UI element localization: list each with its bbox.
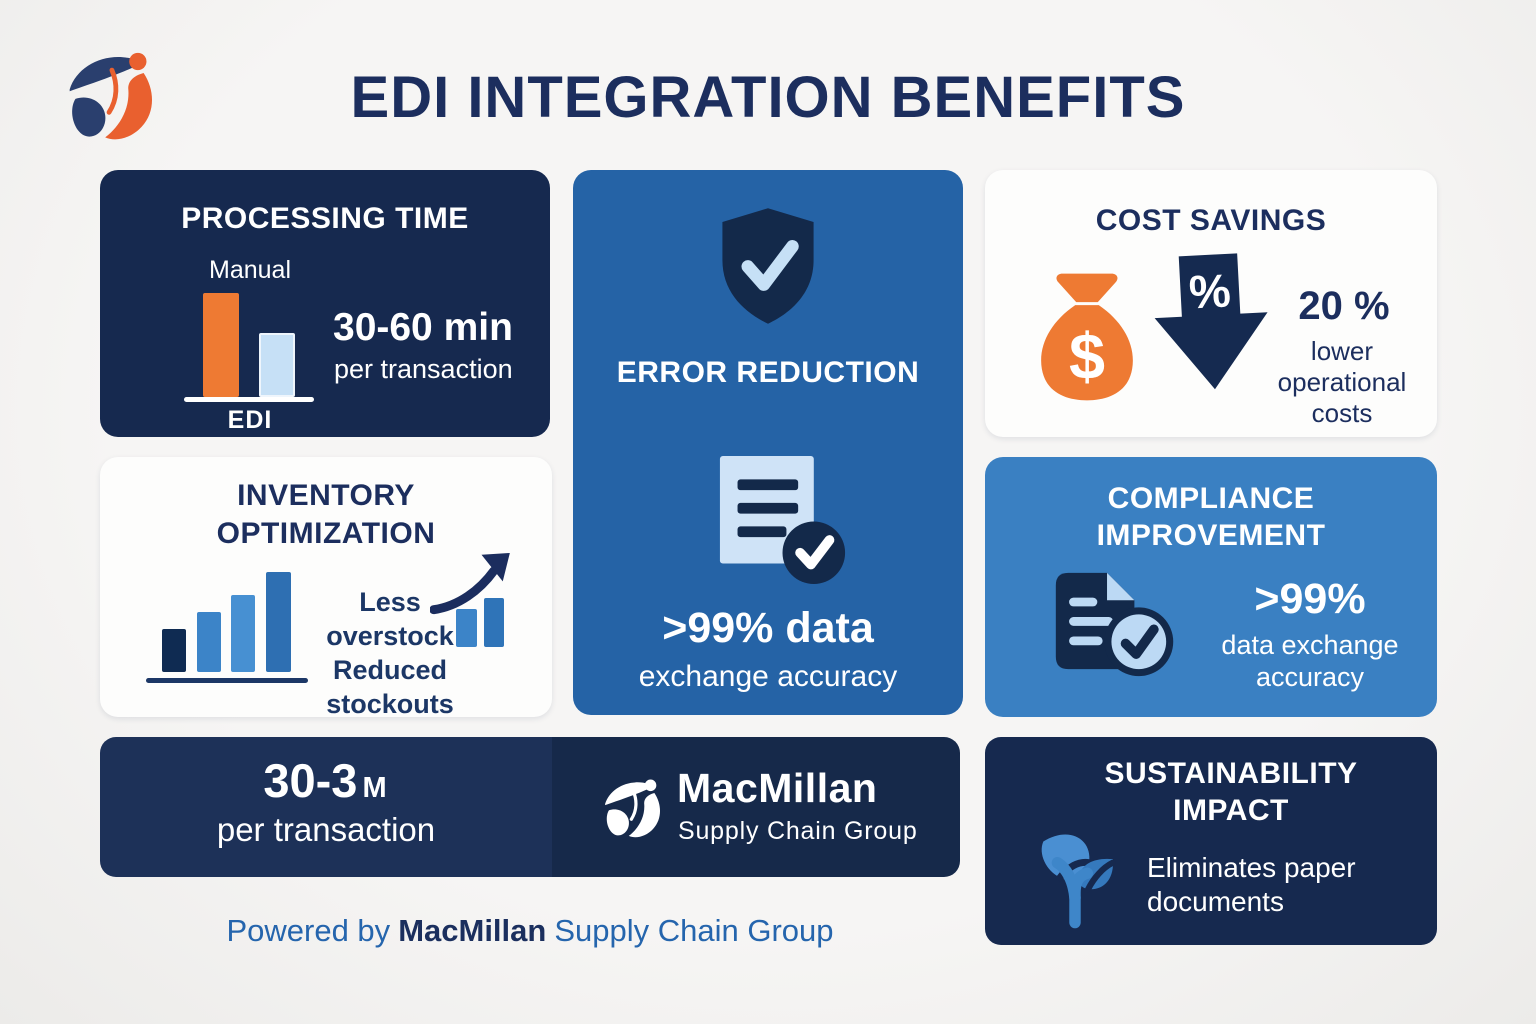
bottom-bar-stat-line: 30-3 M bbox=[100, 753, 552, 808]
processing-time-title: PROCESSING TIME bbox=[181, 202, 469, 235]
dollar-glyph: $ bbox=[1069, 320, 1105, 393]
error-reduction-title: ERROR REDUCTION bbox=[616, 356, 920, 389]
page-title: EDI INTEGRATION BENEFITS bbox=[350, 65, 1186, 130]
processing-time-card: PROCESSING TIME Manual EDI 30-60 min per… bbox=[100, 170, 550, 437]
company-swirl-logo-icon bbox=[69, 52, 153, 140]
sustainability-title-line2: IMPACT bbox=[1173, 794, 1289, 827]
cost-savings-stat: 20 % bbox=[1298, 284, 1390, 328]
manual-bar bbox=[203, 293, 239, 397]
inventory-optimization-card: INVENTORY OPTIMIZATION Less overstock Re… bbox=[100, 457, 552, 719]
macmillan-logo-icon bbox=[605, 779, 661, 838]
cost-savings-card: COST SAVINGS $ % 20 % lower operational … bbox=[985, 170, 1437, 437]
compliance-stat: >99% bbox=[1254, 575, 1366, 623]
footer-suffix: Supply Chain Group bbox=[554, 913, 834, 948]
bottom-bar-stat-sub: per transaction bbox=[216, 811, 436, 848]
inventory-benefits: Less overstock Reduced stockouts bbox=[322, 585, 458, 721]
sustainability-text: Eliminates paper documents bbox=[1147, 852, 1356, 917]
sustainability-impact-card: SUSTAINABILITY IMPACT Eliminates paper d… bbox=[985, 737, 1437, 945]
chart-baseline bbox=[184, 397, 314, 402]
manual-bar-label: Manual bbox=[209, 256, 291, 284]
error-reduction-stat-sub: exchange accuracy bbox=[638, 660, 898, 693]
inventory-mini-bar-2 bbox=[484, 598, 504, 647]
footer-prefix: Powered by bbox=[226, 913, 391, 948]
inventory-benefit-2: Reduced stockouts bbox=[326, 655, 454, 719]
inventory-mini-bar-1 bbox=[456, 609, 477, 647]
compliance-title-line2: IMPROVEMENT bbox=[1096, 519, 1326, 552]
inventory-title-line1: INVENTORY bbox=[237, 479, 415, 512]
compliance-improvement-card: COMPLIANCE IMPROVEMENT >99% data exchang… bbox=[985, 457, 1437, 717]
inventory-benefit-1: Less overstock bbox=[326, 587, 454, 651]
trend-up-arrow-icon bbox=[430, 553, 510, 615]
down-arrow-percent-icon: % bbox=[1154, 253, 1268, 390]
footer: Powered by MacMillan Supply Chain Group bbox=[100, 913, 960, 949]
percent-glyph: % bbox=[1188, 264, 1232, 318]
cost-savings-title: COST SAVINGS bbox=[1095, 204, 1327, 237]
processing-time-stat: 30-60 min bbox=[333, 306, 513, 349]
bottom-bar-stat-suffix: M bbox=[362, 772, 389, 804]
bottom-bar-stat: 30-3 bbox=[263, 754, 358, 807]
bottom-bar-stat-block: 30-3 M per transaction bbox=[100, 737, 552, 877]
error-reduction-card: ERROR REDUCTION >99% data exchange accur… bbox=[573, 170, 963, 715]
inventory-bar-4 bbox=[266, 572, 291, 672]
shield-check-icon bbox=[722, 208, 814, 324]
compliance-title-line1: COMPLIANCE bbox=[1107, 482, 1315, 515]
inventory-bar-2 bbox=[197, 612, 221, 672]
compliance-stat-sub: data exchange accuracy bbox=[1221, 630, 1399, 692]
footer-brand: MacMillan bbox=[398, 913, 547, 948]
inventory-chart-baseline bbox=[146, 678, 308, 683]
money-bag-icon: $ bbox=[1041, 273, 1133, 401]
sustainability-title-line1: SUSTAINABILITY bbox=[1104, 757, 1358, 790]
edi-bar-label: EDI bbox=[227, 406, 273, 434]
compliance-document-check-icon bbox=[1055, 572, 1174, 677]
inventory-bar-3 bbox=[231, 595, 255, 672]
document-check-icon bbox=[719, 455, 846, 585]
cost-savings-stat-sub: lower operational costs bbox=[1277, 336, 1407, 428]
brand-subtitle: Supply Chain Group bbox=[678, 817, 918, 845]
bottom-stat-brand-bar: 30-3 M per transaction MacMillan Supply C… bbox=[100, 737, 960, 877]
edi-bar bbox=[259, 333, 295, 397]
processing-time-stat-sub: per transaction bbox=[334, 354, 513, 384]
inventory-bar-1 bbox=[162, 629, 186, 672]
error-reduction-stat: >99% data bbox=[662, 604, 874, 652]
inventory-title-line2: OPTIMIZATION bbox=[216, 517, 436, 550]
seedling-icon bbox=[1041, 834, 1116, 929]
brand-name: MacMillan bbox=[677, 765, 878, 811]
